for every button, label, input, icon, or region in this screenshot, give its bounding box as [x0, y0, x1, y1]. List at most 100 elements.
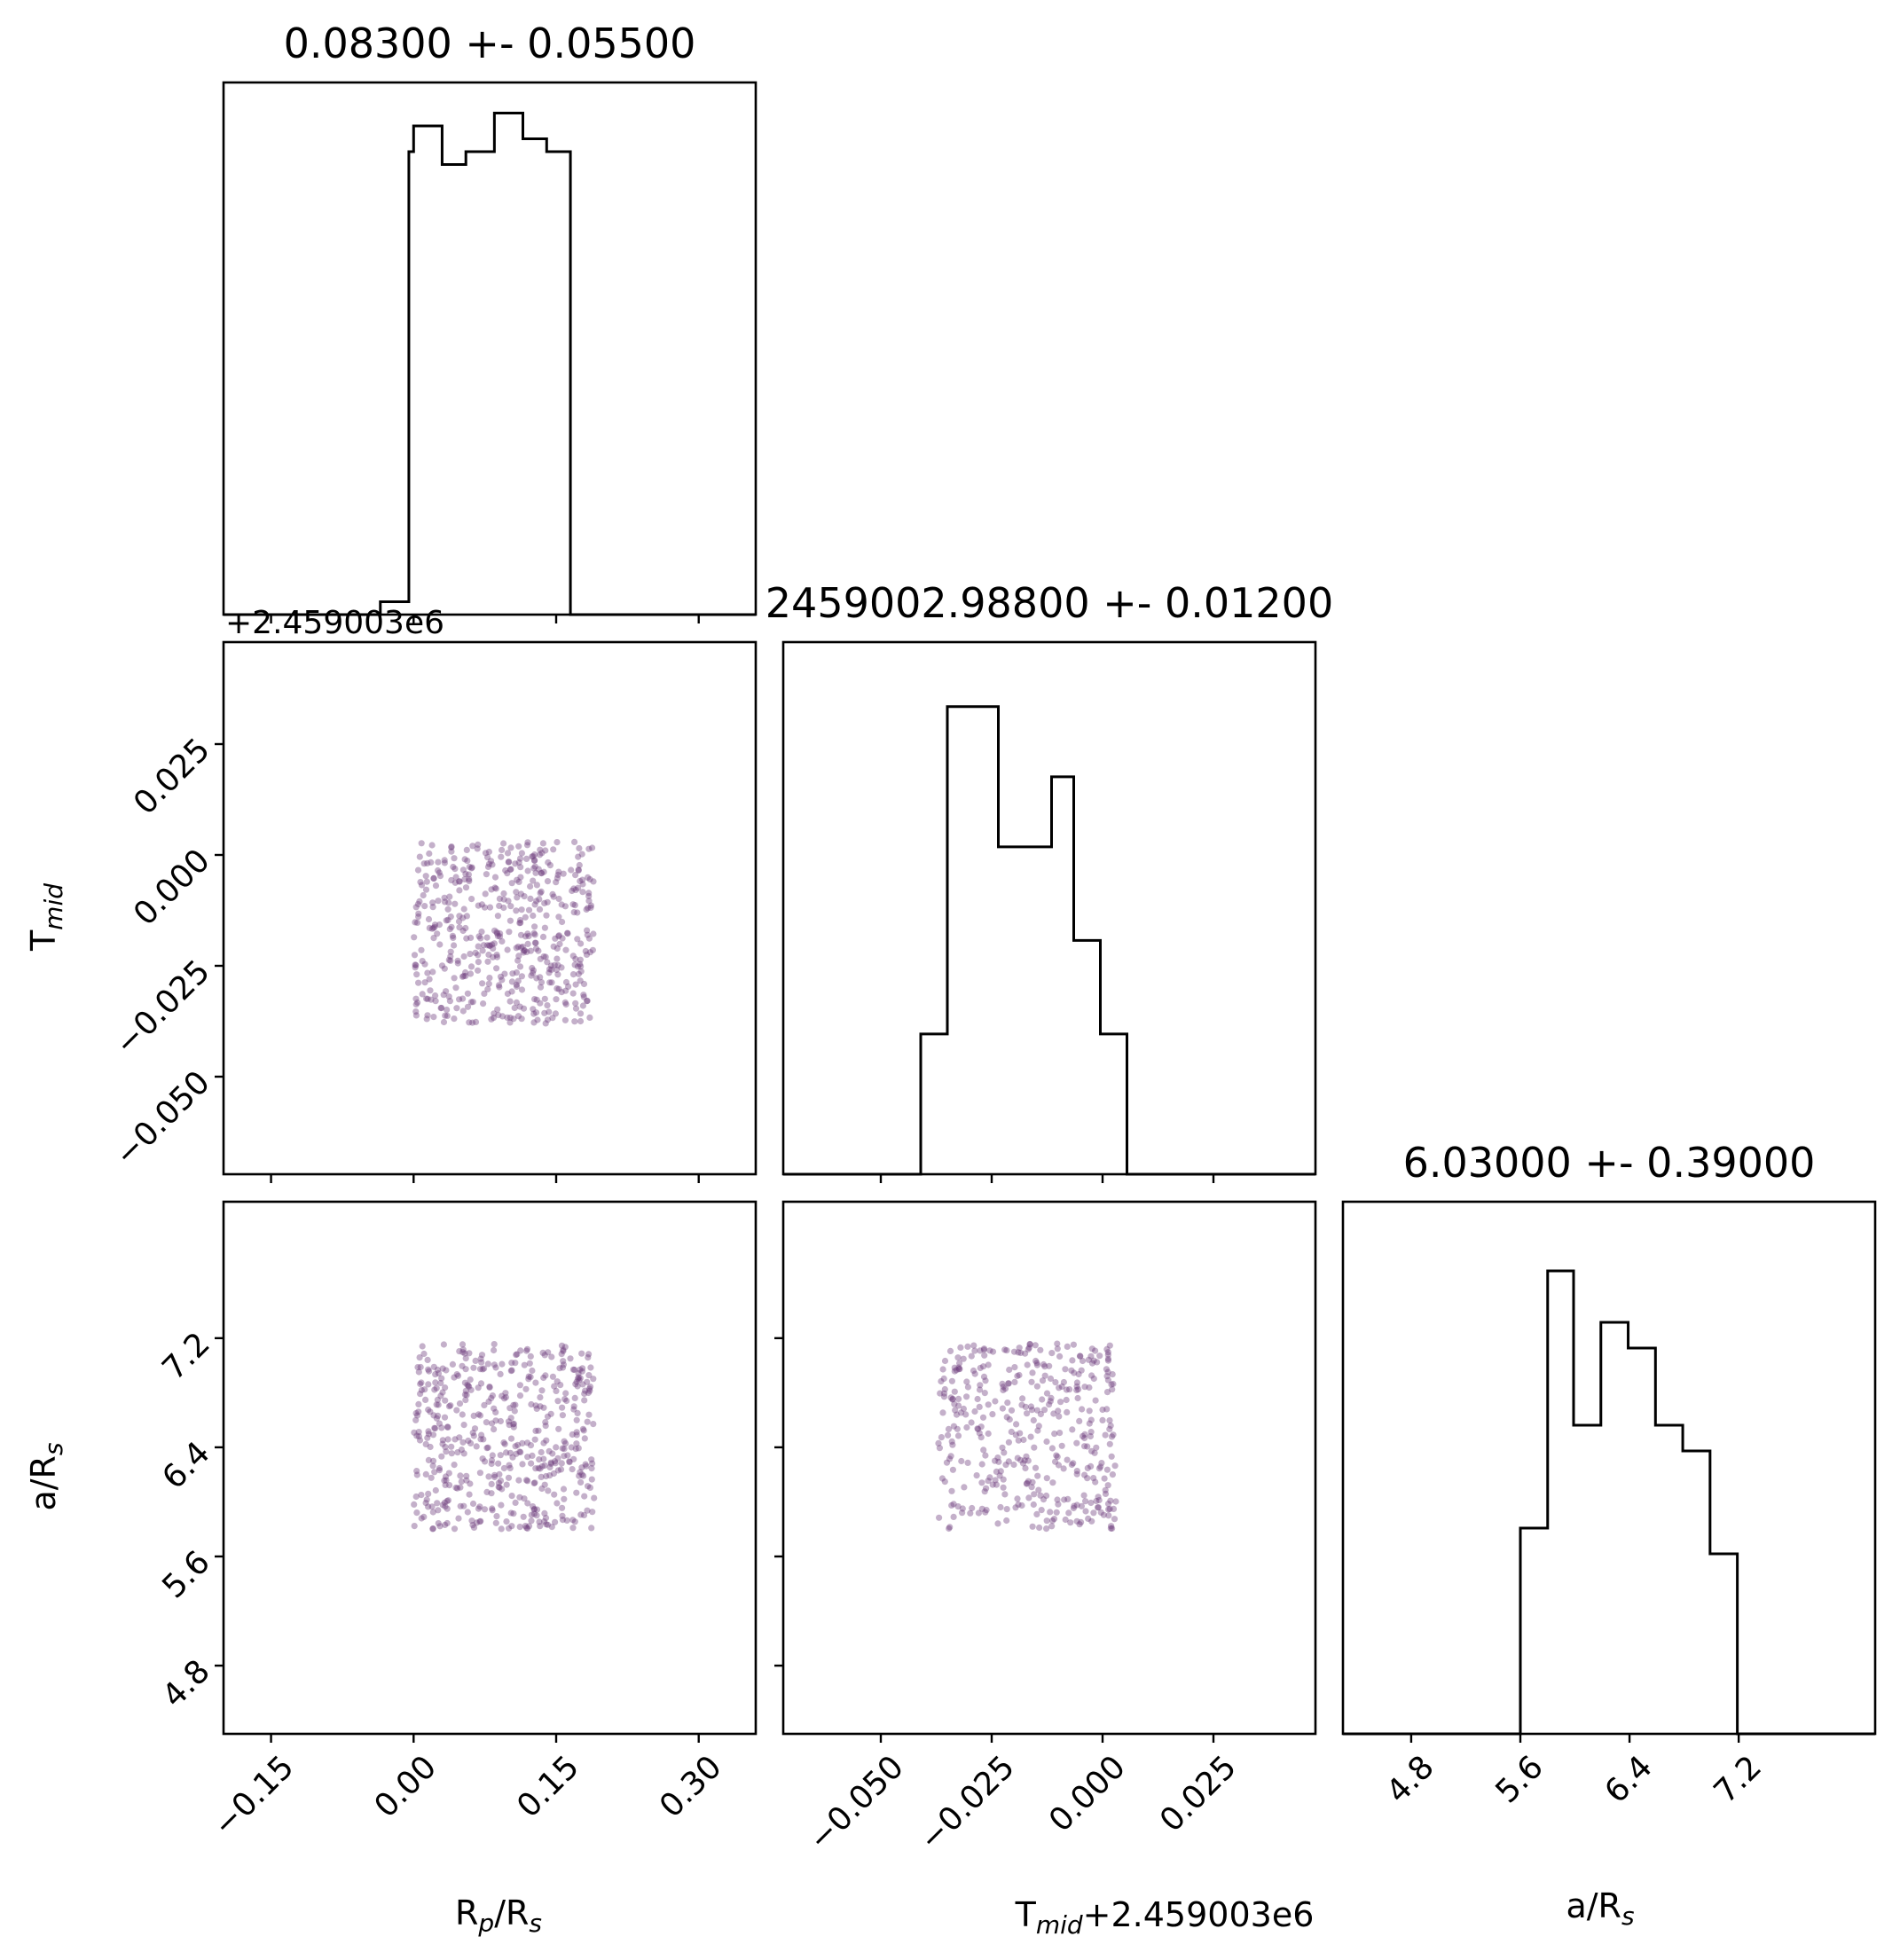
scatter-point — [418, 1492, 425, 1499]
scatter-point — [491, 1405, 498, 1412]
scatter-point — [412, 1416, 420, 1423]
scatter-point — [548, 979, 555, 986]
scatter-point — [1062, 1366, 1069, 1373]
scatter-point — [508, 1360, 515, 1367]
scatter-point — [554, 945, 561, 952]
scatter-point — [585, 1389, 593, 1397]
scatter-point — [946, 1524, 954, 1531]
scatter-point — [489, 941, 496, 948]
scatter-point — [518, 973, 526, 980]
scatter-point — [1076, 1352, 1084, 1360]
scatter-point — [1053, 1452, 1060, 1459]
scatter-point — [580, 1427, 587, 1434]
scatter-point — [414, 866, 422, 874]
scatter-point — [1019, 1460, 1027, 1467]
scatter-point — [1054, 1345, 1061, 1352]
scatter-point — [441, 1414, 449, 1421]
scatter-point — [467, 970, 475, 977]
scatter-point — [1084, 1443, 1091, 1450]
scatter-point — [938, 1377, 945, 1385]
scatter-point — [559, 1412, 567, 1419]
scatter-point — [1102, 1431, 1109, 1439]
scatter-point — [427, 1443, 434, 1451]
scatter-point — [570, 909, 577, 916]
scatter-point — [499, 1360, 506, 1368]
scatter-point — [980, 1346, 987, 1353]
scatter-point — [537, 974, 544, 981]
scatter-point — [451, 1015, 458, 1023]
scatter-point — [589, 1509, 596, 1516]
scatter-point — [495, 1484, 502, 1491]
scatter-point — [461, 1379, 469, 1386]
scatter-point — [561, 1453, 568, 1460]
scatter-point — [543, 1437, 550, 1444]
scatter-point — [469, 1430, 476, 1437]
scatter-point — [478, 1352, 486, 1359]
scatter-point — [574, 1383, 581, 1390]
scatter-point — [1055, 1501, 1062, 1508]
scatter-point — [506, 1449, 514, 1456]
scatter-point — [569, 990, 577, 997]
scatter-point — [948, 1501, 955, 1509]
scatter-point — [544, 1521, 552, 1528]
scatter-point — [1033, 1383, 1040, 1390]
scatter-point — [1111, 1462, 1119, 1470]
scatter-point — [459, 927, 467, 935]
scatter-point — [562, 987, 569, 994]
scatter-point — [535, 1427, 542, 1434]
scatter-point — [588, 1476, 595, 1483]
scatter-point — [484, 863, 492, 871]
scatter-point — [451, 1462, 458, 1469]
scatter-point — [1043, 1475, 1050, 1482]
scatter-point — [491, 1473, 499, 1481]
x-axis-label-tmid: Tmid+2.459003e6 — [1015, 1895, 1315, 1940]
scatter-point — [1017, 1349, 1025, 1357]
scatter-point — [426, 924, 433, 931]
scatter-point — [466, 1019, 473, 1026]
scatter-point — [535, 1464, 542, 1471]
scatter-point — [441, 965, 448, 972]
scatter-point — [462, 924, 469, 932]
scatter-point — [1087, 1499, 1095, 1507]
hist-bin — [1052, 777, 1074, 1174]
scatter-point — [562, 978, 570, 986]
scatter-point — [1018, 1401, 1025, 1408]
scatter-point — [963, 1423, 970, 1431]
scatter-point — [415, 1429, 422, 1436]
y-offset-text: +2.459003e6 — [225, 605, 444, 641]
scatter-point — [542, 1419, 549, 1426]
scatter-point — [447, 953, 454, 960]
scatter-point — [467, 934, 475, 941]
scatter-point — [997, 1503, 1004, 1511]
scatter-point — [1104, 1376, 1111, 1384]
scatter-point — [1028, 1378, 1035, 1385]
scatter-point — [1090, 1475, 1097, 1482]
y-tick-label: 4.8 — [155, 1653, 216, 1714]
scatter-point — [536, 851, 544, 858]
scatter-point — [545, 1487, 552, 1494]
scatter-point — [1025, 1345, 1032, 1352]
scatter-point — [576, 1376, 583, 1384]
scatter-point — [1000, 1484, 1007, 1491]
scatter-point — [477, 1380, 485, 1387]
scatter-point — [1081, 1443, 1088, 1450]
scatter-point — [1003, 1347, 1010, 1354]
scatter-point — [517, 874, 524, 881]
scatter-point — [583, 951, 591, 958]
scatter-point — [496, 902, 503, 909]
scatter-point — [497, 1478, 505, 1485]
scatter-point — [554, 955, 561, 962]
scatter-point — [574, 1409, 581, 1416]
scatter-point — [450, 863, 457, 871]
scatter-point — [580, 992, 587, 999]
scatter-point — [414, 900, 421, 908]
scatter-point — [1081, 1434, 1088, 1442]
scatter-point — [1006, 1366, 1013, 1374]
scatter-point — [523, 1439, 531, 1446]
scatter-point — [1090, 1509, 1097, 1517]
scatter-point — [995, 1458, 1002, 1465]
scatter-point — [466, 875, 473, 882]
scatter-point — [442, 1397, 449, 1404]
scatter-point — [461, 1391, 469, 1399]
scatter-point — [523, 1345, 531, 1352]
